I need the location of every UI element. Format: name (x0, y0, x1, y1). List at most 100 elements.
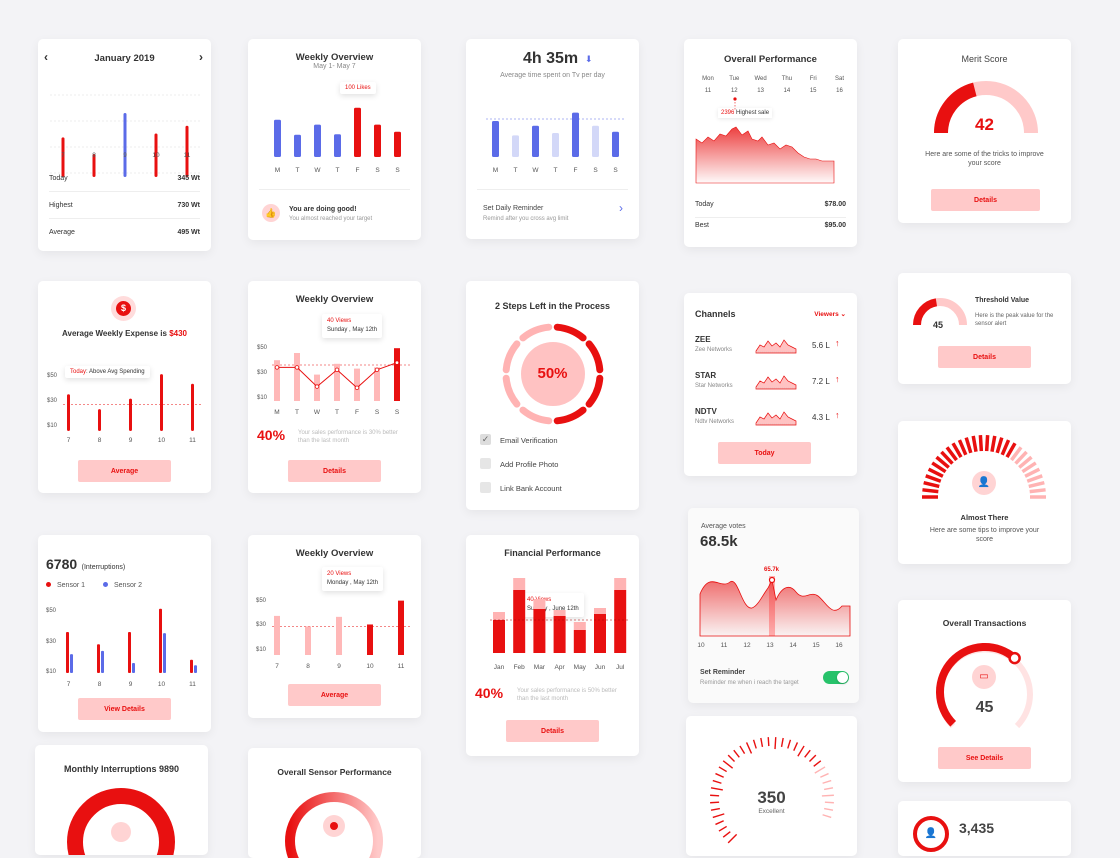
tick-label: 13 (766, 642, 774, 649)
details-button[interactable]: Details (931, 189, 1040, 211)
tv-subtitle: Average time spent on Tv per day (500, 72, 605, 79)
card-title: Financial Performance (504, 548, 601, 558)
details-button[interactable]: Details (288, 460, 381, 482)
bar (160, 374, 163, 431)
today-button[interactable]: Today (718, 442, 811, 464)
tick-label: S (375, 167, 380, 174)
bar (314, 124, 321, 157)
details-button[interactable]: Details (938, 346, 1031, 368)
threshold-value: 45 (933, 320, 944, 330)
channel-sparkline (755, 411, 797, 426)
chevron-right-icon[interactable]: › (199, 50, 203, 64)
tick-label: 10 (697, 642, 705, 649)
gauge-tick (767, 737, 770, 747)
gauge-tick (710, 787, 723, 791)
chevron-right-icon[interactable]: › (619, 201, 623, 215)
gauge-tick (760, 737, 764, 747)
gauge-tick (1014, 450, 1028, 465)
average-button[interactable]: Average (78, 460, 171, 482)
mini-stat-card: 👤 3,435 (898, 801, 1071, 856)
monthly-interruptions-card: Monthly Interruptions 9890 (35, 745, 208, 855)
overall-area-chart (695, 97, 835, 184)
reminder-title[interactable]: Set Daily Reminder (483, 205, 544, 212)
bar (592, 125, 599, 157)
view-details-button[interactable]: View Details (78, 698, 171, 720)
viewers-filter[interactable]: Viewers ⌄ (814, 311, 846, 318)
views-combo-chart (272, 348, 412, 401)
tick-label: S (374, 409, 380, 416)
bar (190, 659, 193, 673)
tick-label: 8 (97, 681, 102, 688)
channel-value: 7.2 L (812, 377, 830, 386)
arrow-up-icon: ↑ (835, 338, 840, 348)
bar (294, 134, 301, 157)
bar (154, 133, 158, 177)
transactions-value: 45 (975, 699, 994, 716)
arrow-up-icon: ↑ (835, 374, 840, 384)
gauge-tick (945, 446, 958, 462)
tick-label: 11 (189, 437, 196, 444)
ring-segment (519, 323, 553, 342)
y-tick-label: $50 (47, 373, 58, 379)
percent-text: Your sales performance is 30% better tha… (298, 430, 398, 444)
percent-text: Your sales performance is 50% better tha… (517, 688, 617, 702)
card-title: Overall Sensor Performance (277, 767, 392, 777)
y-tick-label: $30 (257, 370, 268, 376)
bar (533, 609, 546, 653)
gauge-tick (752, 739, 757, 749)
merit-score-card: Merit Score 42 Here are some of the tric… (898, 39, 1071, 223)
gauge-tick (822, 814, 832, 819)
day-label: Sat (834, 76, 844, 82)
votes-marker: 65.7k (764, 567, 780, 573)
reminder-toggle[interactable] (823, 671, 849, 684)
speed-gauge-card: 350 Excellent (686, 716, 857, 856)
day-label: 16 (836, 88, 843, 94)
bar (334, 134, 341, 157)
see-details-button[interactable]: See Details (938, 747, 1031, 769)
chevron-left-icon[interactable]: ‹ (44, 50, 48, 64)
bar-extra (594, 608, 606, 614)
bar (394, 348, 400, 401)
tick-label: T (553, 167, 558, 174)
gauge-tick (739, 745, 746, 755)
ring-segment (585, 340, 604, 374)
expense-tooltip: Today: Above Avg Spending (65, 366, 150, 378)
gauge-tick (722, 831, 731, 838)
checkbox[interactable] (480, 482, 491, 493)
gauge-tick (971, 435, 978, 453)
gauge-tick (1029, 488, 1046, 494)
weekly-expense-card: $ Average Weekly Expense is $430 Today: … (38, 281, 211, 493)
channels-card: Channels Viewers ⌄ Today ZEE Zee Networks… (684, 293, 857, 476)
bar (294, 353, 300, 401)
thumbs-up-icon: 👍 (262, 204, 280, 222)
gauge-tick (1005, 442, 1017, 459)
gauge-tick (793, 742, 799, 751)
bar-extra (513, 578, 526, 590)
gauge-tick (824, 807, 834, 811)
bar (128, 632, 131, 673)
gauge-tick (814, 766, 826, 774)
average-button[interactable]: Average (288, 684, 381, 706)
checkbox[interactable] (480, 458, 491, 469)
chevron-down-icon: ⌄ (840, 311, 846, 318)
day-label: Tue (729, 76, 740, 82)
checkbox[interactable]: ✓ (480, 434, 491, 445)
tick-label: W (313, 409, 321, 416)
gauge-tick (824, 801, 834, 804)
votes-area-chart (699, 576, 851, 637)
bar (129, 398, 132, 431)
bar (398, 600, 404, 655)
transactions-ring (936, 643, 1033, 729)
y-tick-label: $30 (256, 622, 267, 628)
channel-value: 4.3 L (812, 413, 830, 422)
gauge-tick (951, 442, 963, 459)
tick-label: 10 (157, 437, 166, 444)
gauge-tick (1024, 467, 1041, 478)
details-button[interactable]: Details (506, 720, 599, 742)
bar (101, 650, 104, 673)
tick-label: T (335, 409, 339, 416)
gauge-tick (715, 772, 724, 778)
message-subtitle: You almost reached your target (289, 216, 373, 222)
calendar-card: ‹ January 2019 › Today 345 Wt Highest 730 … (38, 39, 211, 251)
gauge-tick (822, 779, 832, 784)
